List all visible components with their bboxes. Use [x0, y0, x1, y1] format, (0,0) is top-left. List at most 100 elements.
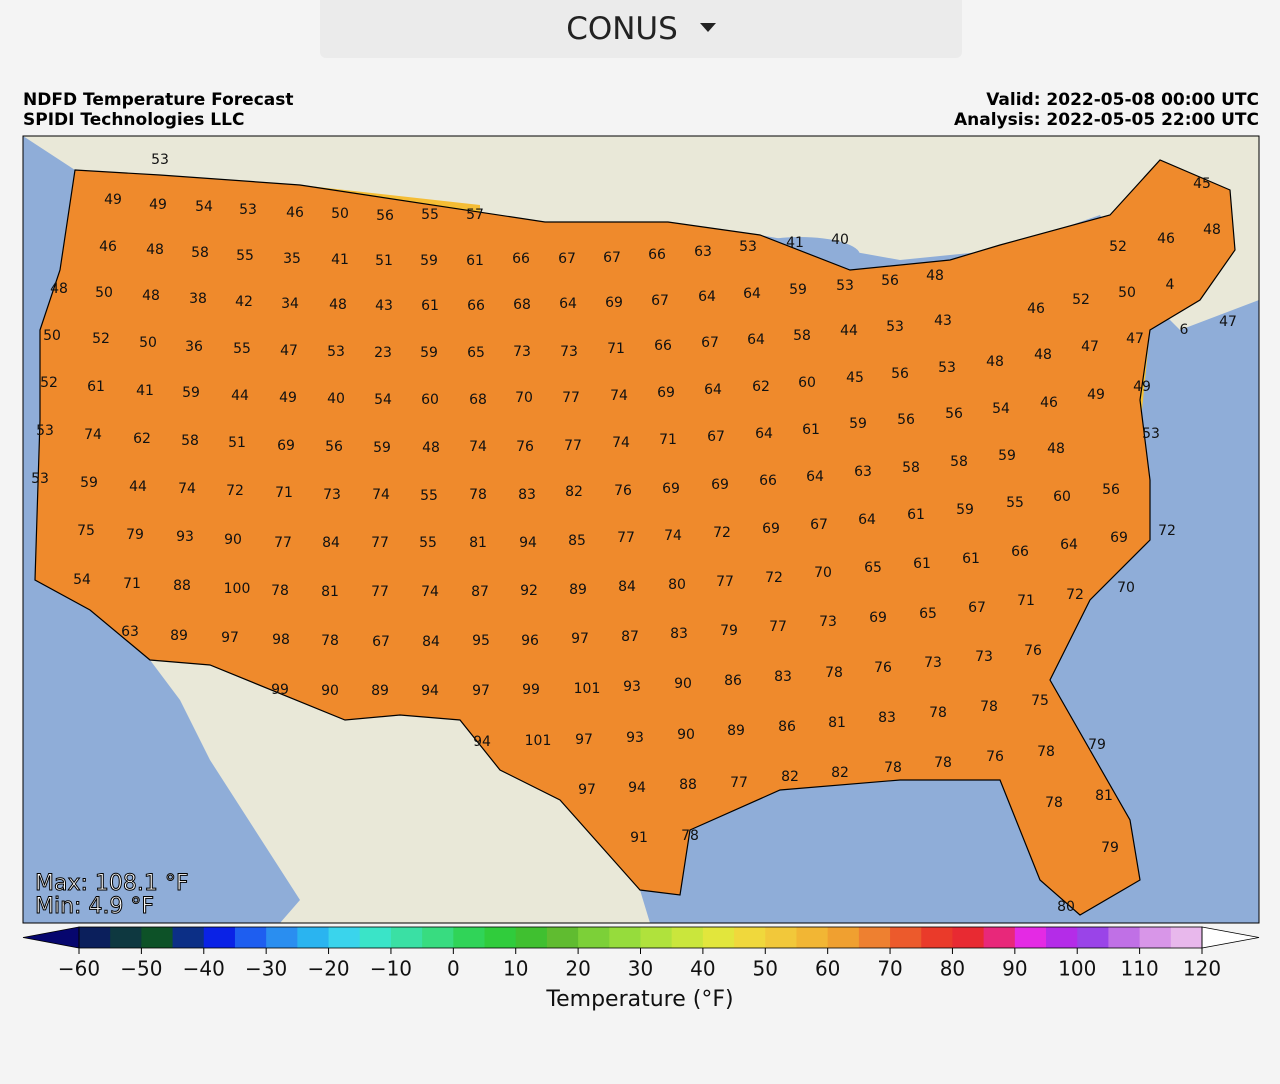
temperature-label: 59	[849, 416, 867, 432]
colorbar-segment	[1170, 927, 1203, 948]
colorbar-tick-label: −40	[183, 957, 225, 981]
temperature-label: 56	[881, 273, 899, 289]
temperature-label: 51	[228, 435, 246, 451]
temperature-label: 56	[325, 439, 343, 455]
analysis-time: Analysis: 2022-05-05 22:00 UTC	[954, 110, 1259, 130]
temperature-label: 50	[95, 285, 113, 301]
temperature-label: 49	[1087, 387, 1105, 403]
temperature-label: 78	[980, 699, 998, 715]
colorbar-tick-label: 90	[1002, 957, 1027, 981]
temperature-label: 62	[133, 431, 151, 447]
temperature-label: 83	[774, 669, 792, 685]
temperature-label: 53	[151, 152, 169, 168]
temperature-label: 56	[1102, 482, 1120, 498]
temperature-label: 82	[831, 765, 849, 781]
temperature-label: 71	[123, 576, 141, 592]
temperature-label: 52	[1109, 239, 1127, 255]
temperature-label: 65	[919, 606, 937, 622]
colorbar-segment	[671, 927, 704, 948]
temperature-label: 73	[924, 655, 942, 671]
temperature-label: 94	[421, 683, 439, 699]
temperature-label: 76	[874, 660, 892, 676]
temperature-label: 51	[375, 253, 393, 269]
temperature-label: 64	[698, 289, 716, 305]
temperature-label: 79	[720, 623, 738, 639]
temperature-label: 66	[654, 338, 672, 354]
temperature-label: 52	[92, 331, 110, 347]
temperature-label: 77	[564, 438, 582, 454]
temperature-label: 69	[869, 610, 887, 626]
temperature-label: 70	[1117, 580, 1135, 596]
colorbar-segment	[390, 927, 423, 948]
temperature-label: 99	[271, 682, 289, 698]
temperature-label: 66	[648, 247, 666, 263]
colorbar-under	[22, 926, 80, 949]
colorbar-tick-label: 30	[628, 957, 653, 981]
temperature-label: 46	[1040, 395, 1058, 411]
temperature-label: 74	[612, 435, 630, 451]
colorbar-segment	[858, 927, 891, 948]
temperature-label: 63	[854, 464, 872, 480]
colorbar-segment	[921, 927, 953, 948]
temperature-label: 59	[182, 385, 200, 401]
temperature-label: 54	[992, 401, 1010, 417]
colorbar-tick-label: −60	[58, 957, 100, 981]
temperature-label: 89	[170, 628, 188, 644]
temperature-label: 48	[142, 288, 160, 304]
mexico	[150, 660, 650, 923]
temperature-label: 69	[711, 477, 729, 493]
temperature-label: 61	[87, 379, 105, 395]
temperature-label: 64	[755, 426, 773, 442]
temperature-label: 59	[420, 253, 438, 269]
temperature-label: 66	[467, 298, 485, 314]
colorbar-tick-label: −30	[245, 957, 287, 981]
temperature-label: 56	[891, 366, 909, 382]
colorbar-segment	[484, 927, 517, 948]
temperature-label: 93	[623, 679, 641, 695]
map-frame	[22, 135, 1260, 924]
temperature-label: 57	[466, 207, 484, 223]
temperature-label: 84	[618, 579, 636, 595]
temperature-label: 50	[139, 335, 157, 351]
temperature-label: 70	[515, 390, 533, 406]
temperature-label: 76	[1024, 643, 1042, 659]
region-dropdown[interactable]: CONUS	[320, 0, 962, 58]
temperature-label: 76	[516, 439, 534, 455]
temperature-label: 49	[1133, 379, 1151, 395]
temperature-label: 55	[421, 207, 439, 223]
temperature-label: 41	[786, 235, 804, 251]
temperature-label: 79	[1101, 840, 1119, 856]
temperature-label: 40	[327, 391, 345, 407]
temperature-label: 69	[762, 521, 780, 537]
temperature-label: 73	[975, 649, 993, 665]
temperature-label: 82	[565, 484, 583, 500]
temperature-label: 84	[422, 634, 440, 650]
colorbar-tick-label: 50	[753, 957, 778, 981]
temperature-label: 95	[472, 633, 490, 649]
temperature-label: 67	[707, 429, 725, 445]
temperature-label: 89	[569, 582, 587, 598]
temperature-label: 63	[694, 244, 712, 260]
colorbar-segment	[796, 927, 829, 948]
temperature-label: 64	[743, 286, 761, 302]
source: SPIDI Technologies LLC	[23, 110, 245, 130]
temperature-label: 64	[747, 332, 765, 348]
temperature-label: 78	[321, 633, 339, 649]
min-temperature: Min: 4.9 °F	[35, 894, 154, 919]
temperature-label: 48	[1203, 222, 1221, 238]
colorbar-segment	[702, 927, 735, 948]
temperature-label: 54	[374, 392, 392, 408]
temperature-label: 96	[521, 633, 539, 649]
temperature-label: 44	[231, 388, 249, 404]
temperature-label: 44	[129, 479, 147, 495]
temperature-label: 59	[789, 282, 807, 298]
temperature-label: 50	[331, 206, 349, 222]
temperature-label: 43	[375, 298, 393, 314]
temperature-label: 61	[802, 422, 820, 438]
temperature-label: 101	[525, 733, 552, 749]
temperature-label: 94	[519, 535, 537, 551]
temperature-label: 63	[121, 624, 139, 640]
temperature-label: 101	[574, 681, 601, 697]
colorbar-tick-label: 10	[503, 957, 528, 981]
